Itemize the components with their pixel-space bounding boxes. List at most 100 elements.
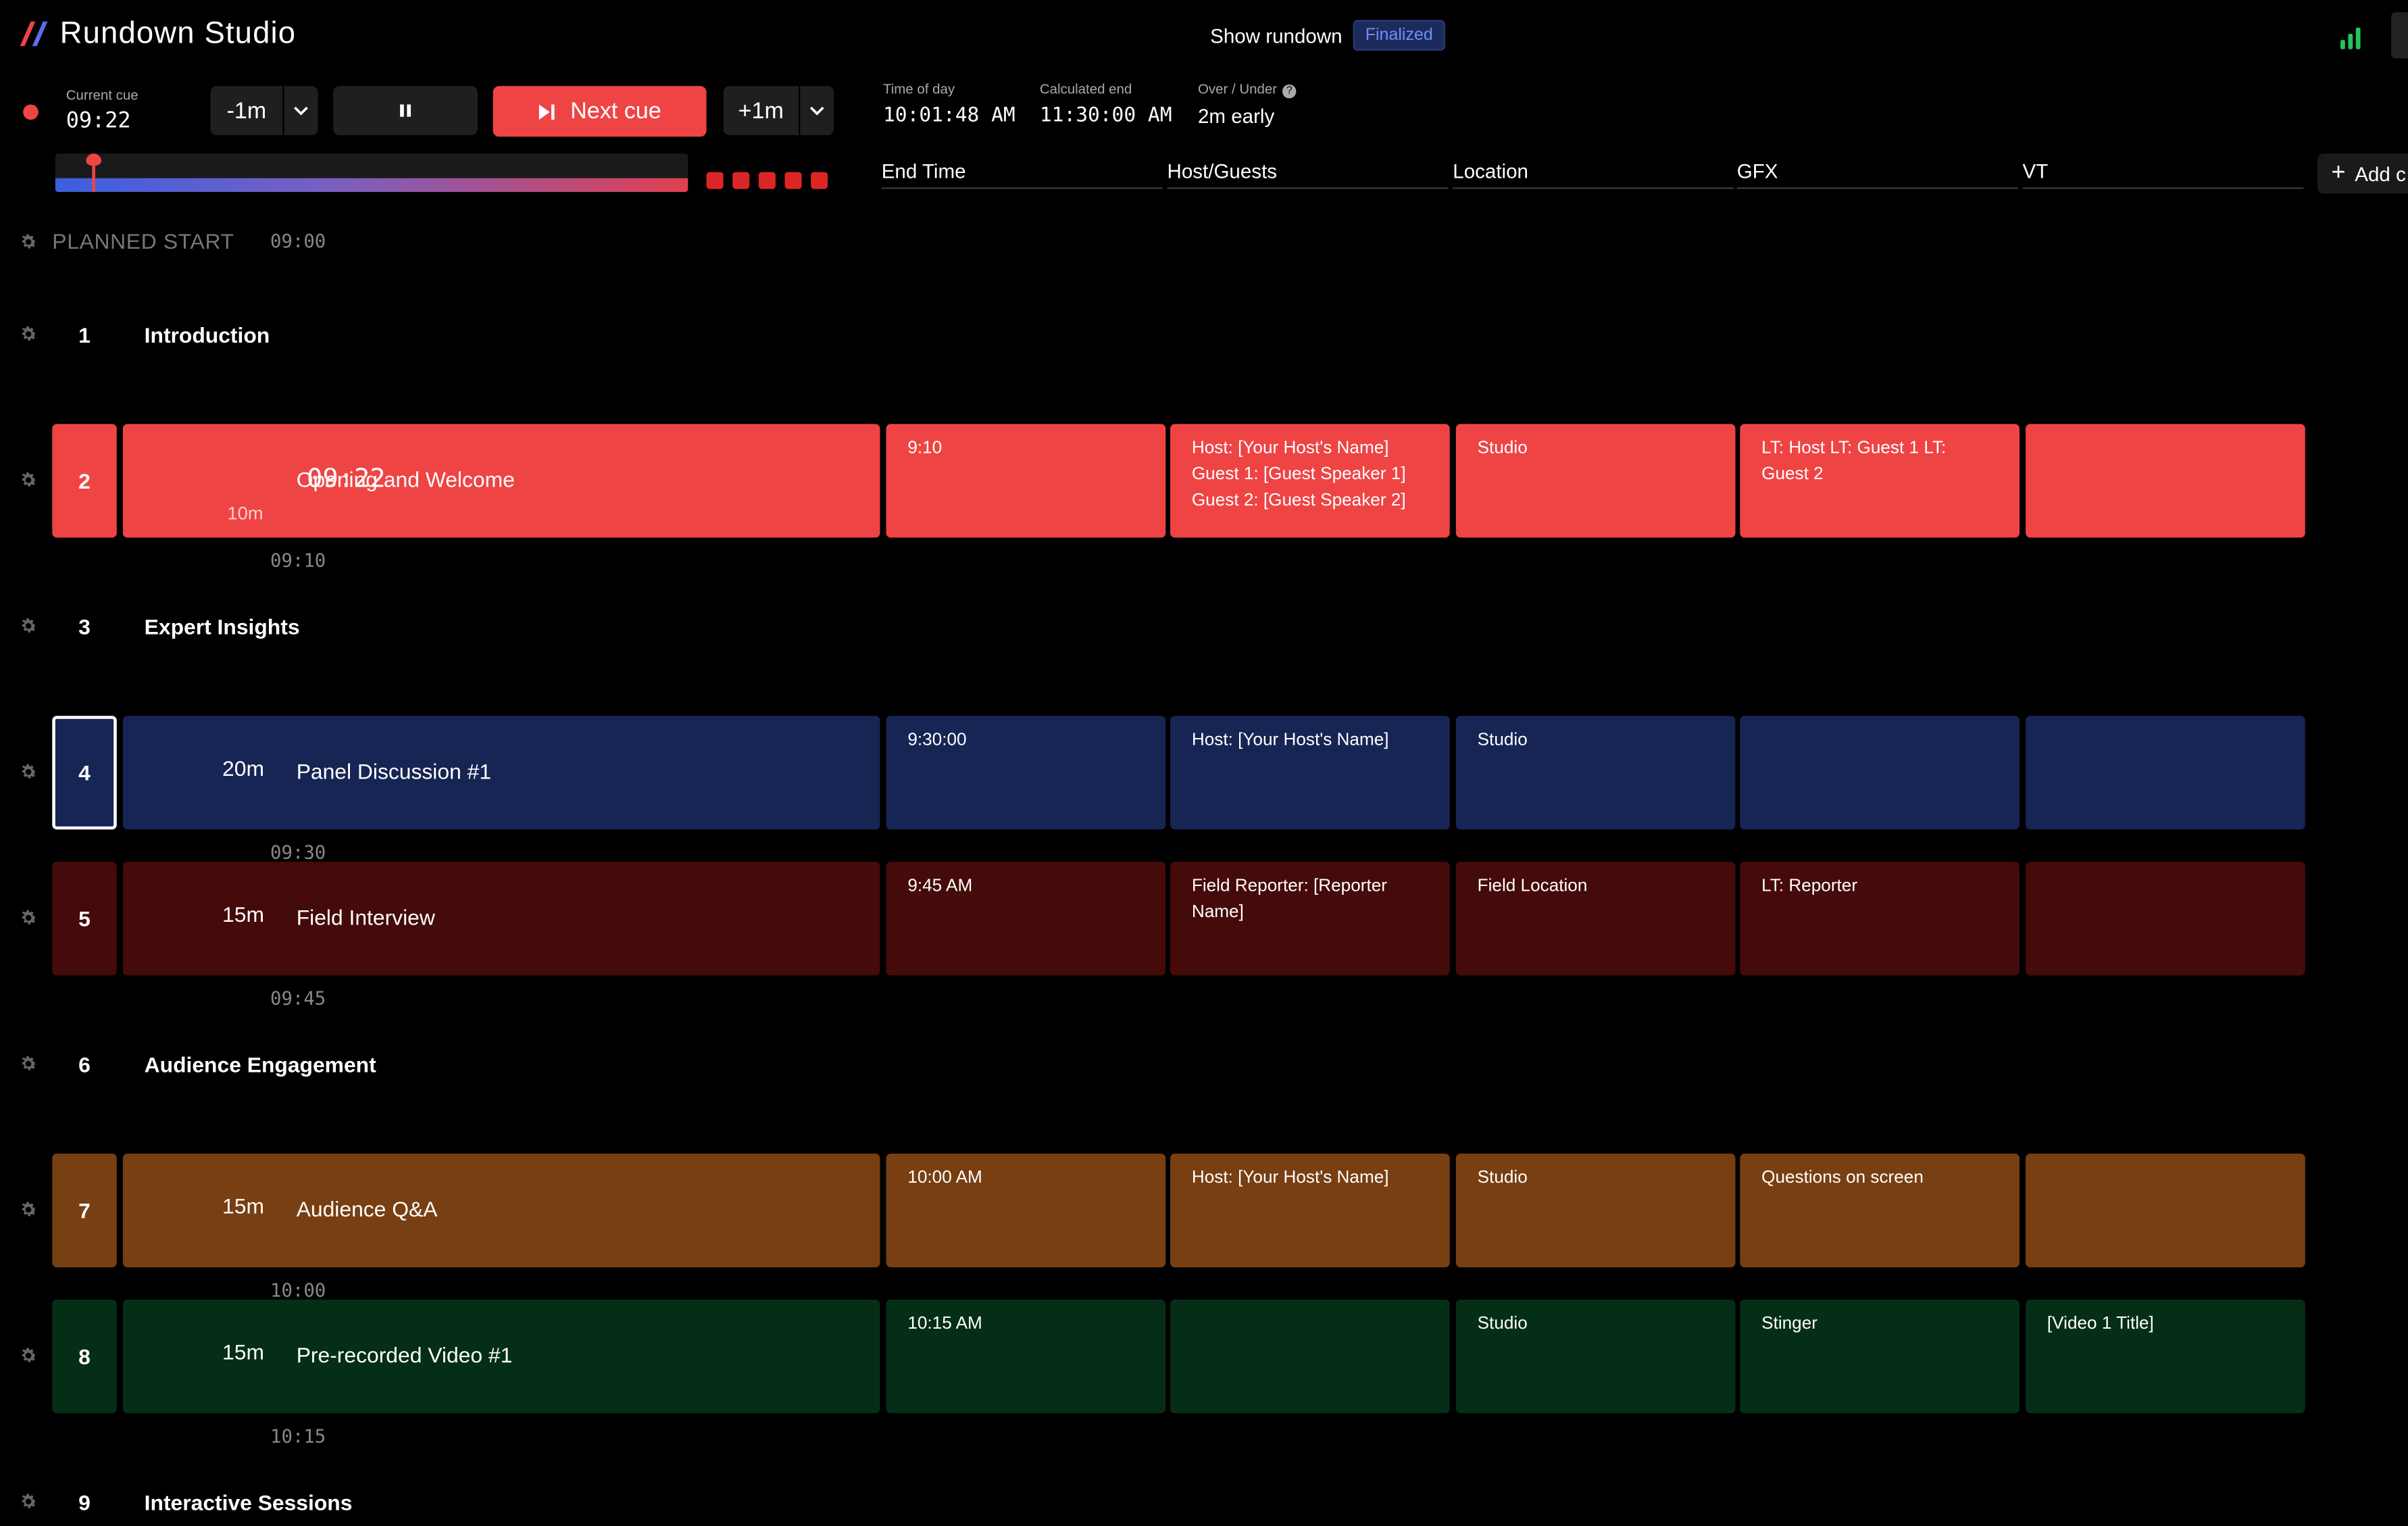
cue-settings-icon[interactable] <box>18 908 39 928</box>
cue-main-cell[interactable]: 15m Field Interview <box>122 862 880 976</box>
cue-cell-vt[interactable] <box>2026 424 2305 538</box>
info-icon[interactable]: ? <box>1282 84 1297 99</box>
section-settings-icon[interactable] <box>18 1492 39 1512</box>
cue-settings-icon[interactable] <box>18 1200 39 1220</box>
add-column-button[interactable]: + Add c <box>2317 153 2408 194</box>
cue-cell-end-time[interactable]: 10:00 AM <box>886 1154 1166 1268</box>
cue-settings-icon[interactable] <box>18 1346 39 1366</box>
cue-title[interactable]: Audience Q&A <box>296 1196 438 1222</box>
over-under-label: Over / Under <box>1197 81 1278 97</box>
cue-marker <box>732 172 750 189</box>
cue-row[interactable]: 4 20m Panel Discussion #1 9:30:00 Host: [You… <box>0 716 2319 863</box>
plus-options-button[interactable] <box>800 86 834 136</box>
cue-end-time: 09:45 <box>270 987 326 1010</box>
cue-number[interactable]: 2 <box>52 424 117 538</box>
cue-title[interactable]: Field Interview <box>296 904 435 930</box>
calculated-end-label: Calculated end <box>1039 81 1132 97</box>
cue-main-cell[interactable]: 15m Audience Q&A <box>122 1154 880 1268</box>
cue-cell-host-guests[interactable] <box>1170 1299 1450 1414</box>
cue-cell-location[interactable]: Studio <box>1455 1299 1736 1414</box>
section-title[interactable]: Expert Insights <box>144 614 300 639</box>
cue-duration[interactable]: 20m <box>222 756 264 781</box>
playhead <box>92 153 95 193</box>
playhead-handle[interactable] <box>86 153 102 166</box>
cue-cell-gfx[interactable]: Stinger <box>1740 1299 2020 1414</box>
cue-number[interactable]: 8 <box>52 1299 117 1414</box>
planned-start-settings-icon[interactable] <box>18 232 39 252</box>
section-title[interactable]: Interactive Sessions <box>144 1490 353 1515</box>
column-header-vt[interactable]: VT <box>2022 158 2304 189</box>
cue-cell-location[interactable]: Studio <box>1455 1154 1736 1268</box>
next-cue-button[interactable]: Next cue <box>493 86 707 137</box>
section-settings-icon[interactable] <box>18 1054 39 1074</box>
cue-main-cell[interactable]: 15m Pre-recorded Video #1 <box>122 1299 880 1414</box>
plus-time-group: +1m <box>723 86 834 136</box>
cue-cell-vt[interactable]: [Video 1 Title] <box>2026 1299 2305 1414</box>
cue-settings-icon[interactable] <box>18 762 39 782</box>
cue-cell-location[interactable]: Studio <box>1455 424 1736 538</box>
cue-duration: 10m <box>227 502 264 524</box>
cue-cell-end-time[interactable]: 10:15 AM <box>886 1299 1166 1414</box>
column-header-end-time[interactable]: End Time <box>881 158 1163 189</box>
pause-button[interactable] <box>333 86 478 136</box>
cue-row[interactable]: 5 15m Field Interview 9:45 AM Field Reporter… <box>0 862 2319 1009</box>
minus-options-button[interactable] <box>284 86 318 136</box>
column-header-gfx[interactable]: GFX <box>1736 158 2018 189</box>
cue-row[interactable]: 2 09:22 10m Opening and Welcome 9:10 Host: [Y… <box>0 424 2319 572</box>
cue-cell-end-time[interactable]: 9:45 AM <box>886 862 1166 976</box>
cue-cell-gfx[interactable]: LT: Reporter <box>1740 862 2020 976</box>
column-header-host-guests[interactable]: Host/Guests <box>1167 158 1449 189</box>
status-badge[interactable]: Finalized <box>1353 20 1445 51</box>
cue-cell-host-guests[interactable]: Host: [Your Host's Name] Guest 1: [Guest … <box>1170 424 1450 538</box>
cue-cell-host-guests[interactable]: Host: [Your Host's Name] <box>1170 1154 1450 1268</box>
cue-number[interactable]: 5 <box>52 862 117 976</box>
cue-settings-icon[interactable] <box>18 470 39 491</box>
cue-cell-vt[interactable] <box>2026 716 2305 830</box>
section-settings-icon[interactable] <box>18 324 39 345</box>
cue-cell-end-time[interactable]: 9:30:00 <box>886 716 1166 830</box>
cue-title[interactable]: Panel Discussion #1 <box>296 758 492 784</box>
cue-cell-host-guests[interactable]: Host: [Your Host's Name] <box>1170 716 1450 830</box>
cue-title[interactable]: Opening and Welcome <box>296 466 515 492</box>
cue-cell-gfx[interactable] <box>1740 716 2020 830</box>
cue-cell-end-time[interactable]: 9:10 <box>886 424 1166 538</box>
cue-title[interactable]: Pre-recorded Video #1 <box>296 1342 513 1367</box>
cue-main-cell[interactable]: 20m Panel Discussion #1 <box>122 716 880 830</box>
sidebar-toggle[interactable] <box>2391 12 2408 59</box>
section-number: 6 <box>78 1052 91 1077</box>
planned-start-label: PLANNED START <box>52 228 234 254</box>
cue-number[interactable]: 7 <box>52 1154 117 1268</box>
app-title: Rundown Studio <box>59 16 297 50</box>
cue-progress-bar[interactable] <box>55 153 688 193</box>
cue-duration[interactable]: 15m <box>222 902 264 927</box>
connection-signal-icon <box>2340 24 2371 49</box>
cue-row[interactable]: 8 15m Pre-recorded Video #1 10:15 AM Studio S… <box>0 1299 2319 1447</box>
cue-cell-gfx[interactable]: Questions on screen <box>1740 1154 2020 1268</box>
cue-main-cell[interactable]: 09:22 10m Opening and Welcome <box>122 424 880 538</box>
cue-cell-vt[interactable] <box>2026 862 2305 976</box>
live-indicator-icon <box>23 104 39 120</box>
cue-number[interactable]: 4 <box>52 716 117 830</box>
cue-end-time: 10:15 <box>270 1425 326 1448</box>
time-of-day-label: Time of day <box>882 81 955 97</box>
cue-markers <box>706 172 828 189</box>
minus-time-group: -1m <box>210 86 318 136</box>
minus-1m-button[interactable]: -1m <box>210 86 283 136</box>
section-settings-icon[interactable] <box>18 616 39 636</box>
plus-1m-button[interactable]: +1m <box>723 86 799 136</box>
cue-cell-vt[interactable] <box>2026 1154 2305 1268</box>
skip-next-icon <box>539 103 555 120</box>
cue-cell-location[interactable]: Studio <box>1455 716 1736 830</box>
cue-cell-gfx[interactable]: LT: Host LT: Guest 1 LT: Guest 2 <box>1740 424 2020 538</box>
cue-duration[interactable]: 15m <box>222 1339 264 1364</box>
show-rundown-label: Show rundown <box>1210 24 1343 47</box>
cue-duration[interactable]: 15m <box>222 1193 264 1219</box>
cue-cell-host-guests[interactable]: Field Reporter: [Reporter Name] <box>1170 862 1450 976</box>
section-title[interactable]: Audience Engagement <box>144 1052 376 1077</box>
cue-end-time: 10:00 <box>270 1279 326 1302</box>
cue-cell-location[interactable]: Field Location <box>1455 862 1736 976</box>
column-header-location[interactable]: Location <box>1453 158 1734 189</box>
section-title[interactable]: Introduction <box>144 322 270 347</box>
app-logo[interactable]: Rundown Studio <box>16 16 296 53</box>
cue-row[interactable]: 7 15m Audience Q&A 10:00 AM Host: [Your Host… <box>0 1154 2319 1301</box>
